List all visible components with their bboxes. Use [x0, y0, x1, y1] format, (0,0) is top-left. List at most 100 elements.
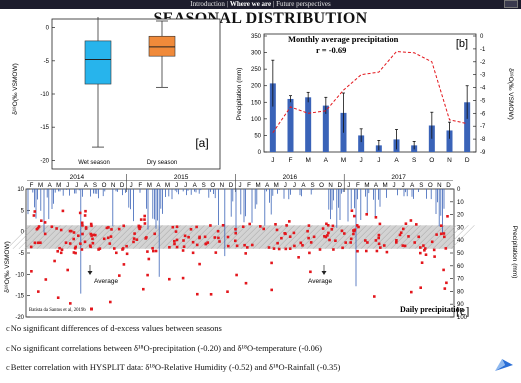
panel-c-month-label: N — [437, 182, 441, 189]
panel-c-month-label: J — [175, 182, 178, 189]
bullet-1: cNo significant differences of d-excess … — [6, 323, 222, 333]
panel-b-monthly-chart: Precipitation (mm) δ¹⁸O(‰ VSMOW) 350 300 2… — [236, 33, 514, 164]
panel-c-isotope-point — [56, 296, 60, 299]
panel-c-isotope-point — [352, 232, 355, 236]
panel-c-band-hatch — [294, 225, 319, 249]
panel-c-isotope-point — [36, 226, 40, 230]
panel-c-right-tick-label: 20 — [457, 213, 464, 219]
panel-b-month-label: J — [360, 157, 363, 164]
panel-c-isotope-point — [417, 235, 420, 239]
panel-c-isotope-point — [377, 242, 381, 246]
panel-c-isotope-point — [40, 219, 43, 222]
panel-c-band-hatch — [12, 225, 37, 249]
panel-c-band-hatch — [132, 225, 157, 249]
panel-c-isotope-point — [97, 248, 100, 251]
panel-a-ylabel: δ¹⁸O(‰ VSMOW) — [12, 63, 19, 115]
panel-c-isotope-point — [226, 235, 230, 239]
panel-c-isotope-point — [355, 224, 359, 227]
panel-c-isotope-point — [138, 227, 141, 231]
panel-c-isotope-point — [36, 241, 40, 245]
panel-c-isotope-point — [183, 234, 187, 238]
panel-c-isotope-point — [50, 225, 54, 228]
panel-c-isotope-point — [415, 223, 418, 226]
panel-c-month-label: A — [48, 182, 53, 189]
panel-c-band-hatch — [156, 225, 181, 249]
panel-c-isotope-point — [59, 228, 63, 232]
bullet-marker: c — [6, 343, 10, 353]
panel-c-isotope-point — [196, 292, 199, 296]
panel-c-isotope-point — [189, 228, 193, 231]
panel-c-isotope-point — [60, 248, 64, 251]
panel-c-band-hatch — [144, 225, 169, 249]
panel-b-frame — [263, 33, 477, 153]
panel-c-band-hatch — [114, 225, 139, 249]
panel-c-isotope-point — [139, 225, 142, 228]
panel-c-right-tick-label: 40 — [457, 238, 464, 244]
forward-arrow-icon[interactable] — [493, 357, 515, 373]
nav-where-we-are[interactable]: Where we are — [229, 0, 272, 8]
panel-c-isotope-point — [442, 268, 445, 272]
panel-c-isotope-point — [74, 251, 77, 255]
panel-c-band-hatch — [330, 225, 355, 249]
panel-c-right-tick-label: 10 — [457, 200, 464, 206]
panel-c-isotope-point — [105, 226, 109, 230]
panel-c-band-hatch — [438, 225, 463, 249]
panel-b-left-tick-label: 150 — [251, 100, 262, 106]
panel-c-ylabel-left: δ¹⁸O(‰ VSMOW) — [4, 241, 11, 293]
panel-b-month-label: J — [377, 157, 380, 164]
panel-c-isotope-point — [327, 231, 330, 235]
panel-c-isotope-point — [81, 224, 84, 227]
bullet-3: cBetter correlation with HYSPLIT data: δ… — [6, 362, 341, 372]
panel-c-isotope-point — [324, 235, 328, 239]
panel-a-ytick-label: -5 — [44, 59, 50, 65]
panel-c-band-hatch — [168, 225, 193, 249]
panel-c-isotope-point — [221, 224, 225, 227]
panel-c-isotope-point — [83, 214, 87, 217]
panel-c-month-label: S — [93, 182, 97, 189]
panel-c-isotope-point — [135, 238, 139, 241]
panel-c-isotope-point — [171, 225, 175, 229]
panel-c-isotope-point — [307, 236, 310, 240]
panel-a-box — [84, 40, 112, 85]
panel-c-isotope-point — [109, 235, 113, 238]
panel-c-month-label: N — [220, 182, 224, 189]
panel-c-isotope-point — [297, 256, 300, 259]
panel-c-isotope-point — [151, 247, 154, 250]
panel-c-month-label: D — [229, 182, 234, 189]
panel-c-isotope-point — [440, 224, 443, 227]
panel-c-isotope-point — [350, 209, 354, 212]
panel-c-isotope-point — [143, 214, 146, 218]
nav-future-perspectives[interactable]: Future perspectives — [276, 0, 331, 8]
panel-c-isotope-point — [204, 242, 208, 245]
nav-introduction[interactable]: Introduction — [190, 0, 225, 8]
panel-c-isotope-point — [262, 227, 265, 231]
panel-c-isotope-point — [365, 213, 368, 216]
panel-c-isotope-point — [328, 238, 331, 242]
panel-c-band-hatch — [72, 225, 97, 249]
panel-c-band-hatch — [150, 225, 175, 249]
panel-c-isotope-point — [66, 268, 69, 272]
top-navigation: Introduction | Where we are | Future per… — [0, 0, 521, 9]
panel-c-month-label: F — [30, 182, 34, 189]
panel-c-isotope-point — [343, 232, 346, 235]
panel-c-isotope-point — [424, 253, 428, 256]
panel-c-month-label: J — [238, 182, 241, 189]
panel-c-isotope-point — [234, 231, 237, 235]
panel-c-isotope-point — [143, 218, 146, 221]
panel-c-isotope-point — [175, 225, 179, 228]
panel-c-isotope-point — [68, 242, 72, 245]
panel-c-isotope-point — [272, 247, 276, 250]
panel-c-isotope-point — [168, 246, 171, 249]
panel-c-isotope-point — [276, 241, 279, 245]
panel-c-band-hatch — [354, 225, 379, 249]
panel-c-isotope-point — [182, 245, 186, 248]
panel-c-isotope-point — [442, 232, 446, 235]
panel-c-isotope-point — [309, 270, 312, 274]
panel-c-isotope-point — [352, 229, 355, 232]
panel-c-right-tick-label: 30 — [457, 225, 464, 231]
panel-a-category-dry: Dry season — [147, 160, 177, 166]
panel-c-isotope-point — [69, 229, 73, 233]
nav-home-button[interactable] — [504, 0, 518, 8]
panel-c-band-hatch — [162, 225, 187, 249]
panel-c-isotope-point — [385, 250, 389, 254]
